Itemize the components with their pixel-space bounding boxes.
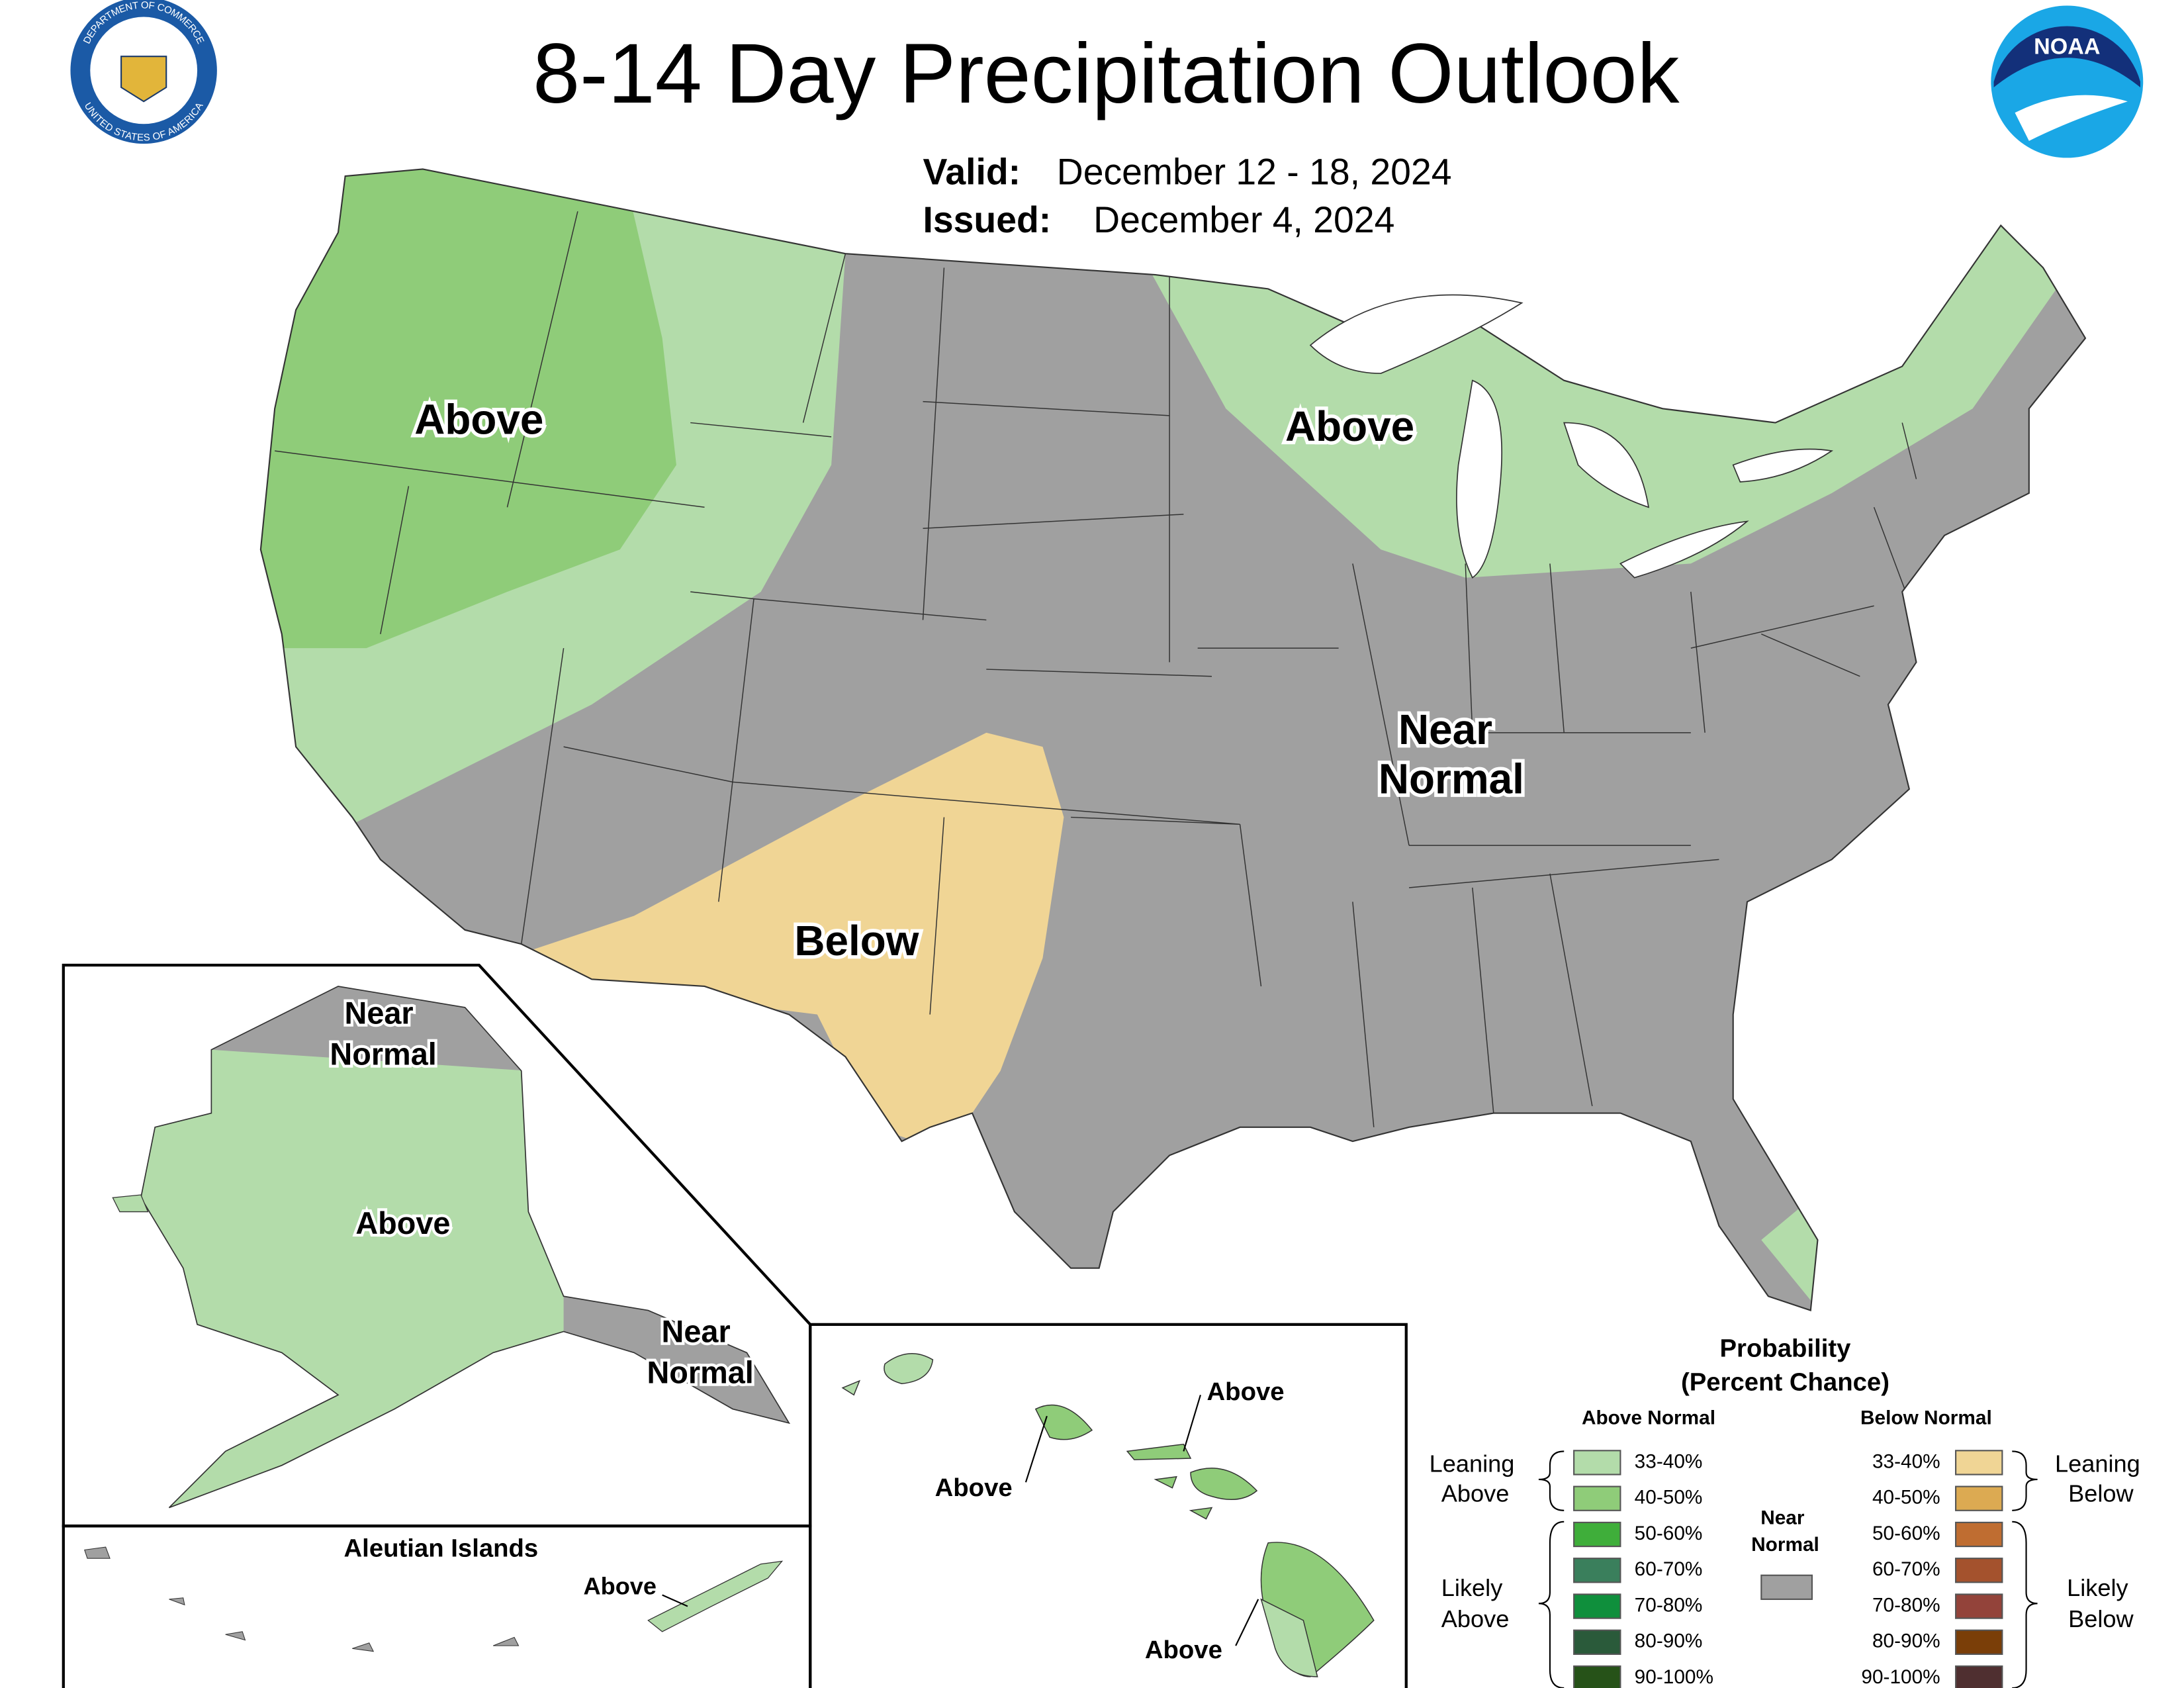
- label-line: Near: [1760, 1507, 1805, 1528]
- island: [112, 1194, 149, 1213]
- region-label: Near Normal: [647, 1315, 753, 1390]
- issued-label: Issued:: [923, 199, 1052, 240]
- legend-group: Likely Above: [1441, 1574, 1510, 1632]
- legend-swatch: [1955, 1521, 2003, 1548]
- legend-header: Near Normal: [1751, 1507, 1819, 1555]
- valid-dates: December 12 - 18, 2024: [1057, 152, 1452, 193]
- legend-group: Leaning Below: [2055, 1450, 2147, 1507]
- label-line: Leaning: [1430, 1450, 1515, 1477]
- legend-range: 50-60%: [1635, 1523, 1703, 1544]
- label-line: Normal: [330, 1037, 436, 1072]
- label-line: Normal: [647, 1356, 753, 1390]
- region-label: Near Normal: [1379, 706, 1524, 802]
- legend-subtitle: (Percent Chance): [1681, 1368, 1889, 1396]
- conus-outline: [259, 168, 2087, 1311]
- alaska-map: [140, 986, 790, 1508]
- region-label: Above: [1145, 1636, 1222, 1664]
- legend-range: 60-70%: [1872, 1558, 1940, 1580]
- legend-range: 40-50%: [1872, 1487, 1940, 1509]
- valid-label: Valid:: [923, 152, 1021, 193]
- legend-header: Below Normal: [1860, 1407, 1992, 1429]
- legend-range: 33-40%: [1872, 1450, 1940, 1472]
- region-label: Above: [414, 395, 543, 443]
- legend-swatch: [1955, 1485, 2003, 1511]
- legend-swatch: [1955, 1558, 2003, 1583]
- region-label: Above: [935, 1474, 1013, 1502]
- label-line: Leaning: [2055, 1450, 2140, 1477]
- legend: Probability (Percent Chance) Above Norma…: [1430, 1334, 2147, 1688]
- noaa-logo: NOAA: [1991, 5, 2144, 158]
- above-40-area: [260, 169, 676, 649]
- region-label: Above: [355, 1206, 450, 1241]
- label-line: Above: [1441, 1605, 1510, 1632]
- legend-swatch: [1760, 1574, 1813, 1600]
- leader-line: [1024, 1415, 1048, 1483]
- legend-braces: [1538, 1450, 2038, 1688]
- above-33-area: [647, 1560, 784, 1632]
- hawaii-islands: [841, 1353, 1375, 1677]
- legend-swatch: [1573, 1521, 1621, 1548]
- label-line: Likely: [2067, 1574, 2128, 1601]
- inset-title: Aleutian Islands: [344, 1534, 539, 1563]
- legend-swatch: [1573, 1593, 1621, 1619]
- label-line: Near: [662, 1315, 731, 1349]
- leader-line: [662, 1594, 688, 1607]
- label-line: Near: [1398, 706, 1492, 753]
- label-line: Likely: [1441, 1574, 1503, 1601]
- legend-swatch: [1573, 1450, 1621, 1476]
- legend-group: Leaning Above: [1430, 1450, 1522, 1507]
- leader-line: [1235, 1599, 1259, 1646]
- legend-range: 80-90%: [1635, 1630, 1703, 1652]
- legend-range: 33-40%: [1635, 1450, 1703, 1472]
- alaska-outline: [140, 986, 791, 1509]
- legend-range: 60-70%: [1635, 1558, 1703, 1580]
- aleutian-islands: [84, 1546, 520, 1652]
- legend-range: 70-80%: [1635, 1594, 1703, 1616]
- great-lakes: [1309, 294, 1834, 579]
- legend-swatch: [1955, 1450, 2003, 1476]
- legend-range: 40-50%: [1635, 1487, 1703, 1509]
- legend-range: 80-90%: [1872, 1630, 1940, 1652]
- state-borders: [275, 211, 1917, 1127]
- legend-range: 90-100%: [1635, 1666, 1713, 1688]
- legend-title: Probability: [1720, 1334, 1852, 1362]
- label-line: Above: [1441, 1479, 1510, 1507]
- issued-date: December 4, 2024: [1093, 199, 1394, 240]
- legend-range: 50-60%: [1872, 1523, 1940, 1544]
- legend-swatch: [1573, 1485, 1621, 1511]
- label-line: Normal: [1379, 755, 1524, 802]
- legend-swatch: [1573, 1558, 1621, 1583]
- region-label: Above: [1207, 1378, 1285, 1406]
- label-line: Normal: [1751, 1534, 1819, 1556]
- leader-line: [1183, 1394, 1201, 1452]
- legend-swatch: [1573, 1629, 1621, 1655]
- noaa-text: NOAA: [2034, 34, 2100, 59]
- legend-swatch: [1955, 1593, 2003, 1619]
- below-33-area: [528, 732, 1064, 1142]
- commerce-seal: DEPARTMENT OF COMMERCE UNITED STATES OF …: [70, 0, 217, 144]
- region-label: Below: [794, 917, 919, 964]
- region-label: Near Normal: [330, 996, 436, 1072]
- label-line: Below: [2068, 1479, 2134, 1507]
- legend-range: 90-100%: [1861, 1666, 1940, 1688]
- legend-swatch: [1955, 1665, 2003, 1688]
- legend-header: Above Normal: [1582, 1407, 1715, 1429]
- legend-group: Likely Below: [2067, 1574, 2135, 1632]
- legend-range: 70-80%: [1872, 1594, 1940, 1616]
- region-label: Above: [1285, 402, 1414, 450]
- legend-swatch: [1955, 1629, 2003, 1655]
- title: 8-14 Day Precipitation Outlook: [533, 26, 1680, 121]
- hawaii-frame: [809, 1323, 1408, 1688]
- label-line: Near: [345, 996, 414, 1031]
- label-line: Below: [2068, 1605, 2134, 1632]
- legend-swatch: [1573, 1665, 1621, 1688]
- region-label: Above: [583, 1572, 657, 1599]
